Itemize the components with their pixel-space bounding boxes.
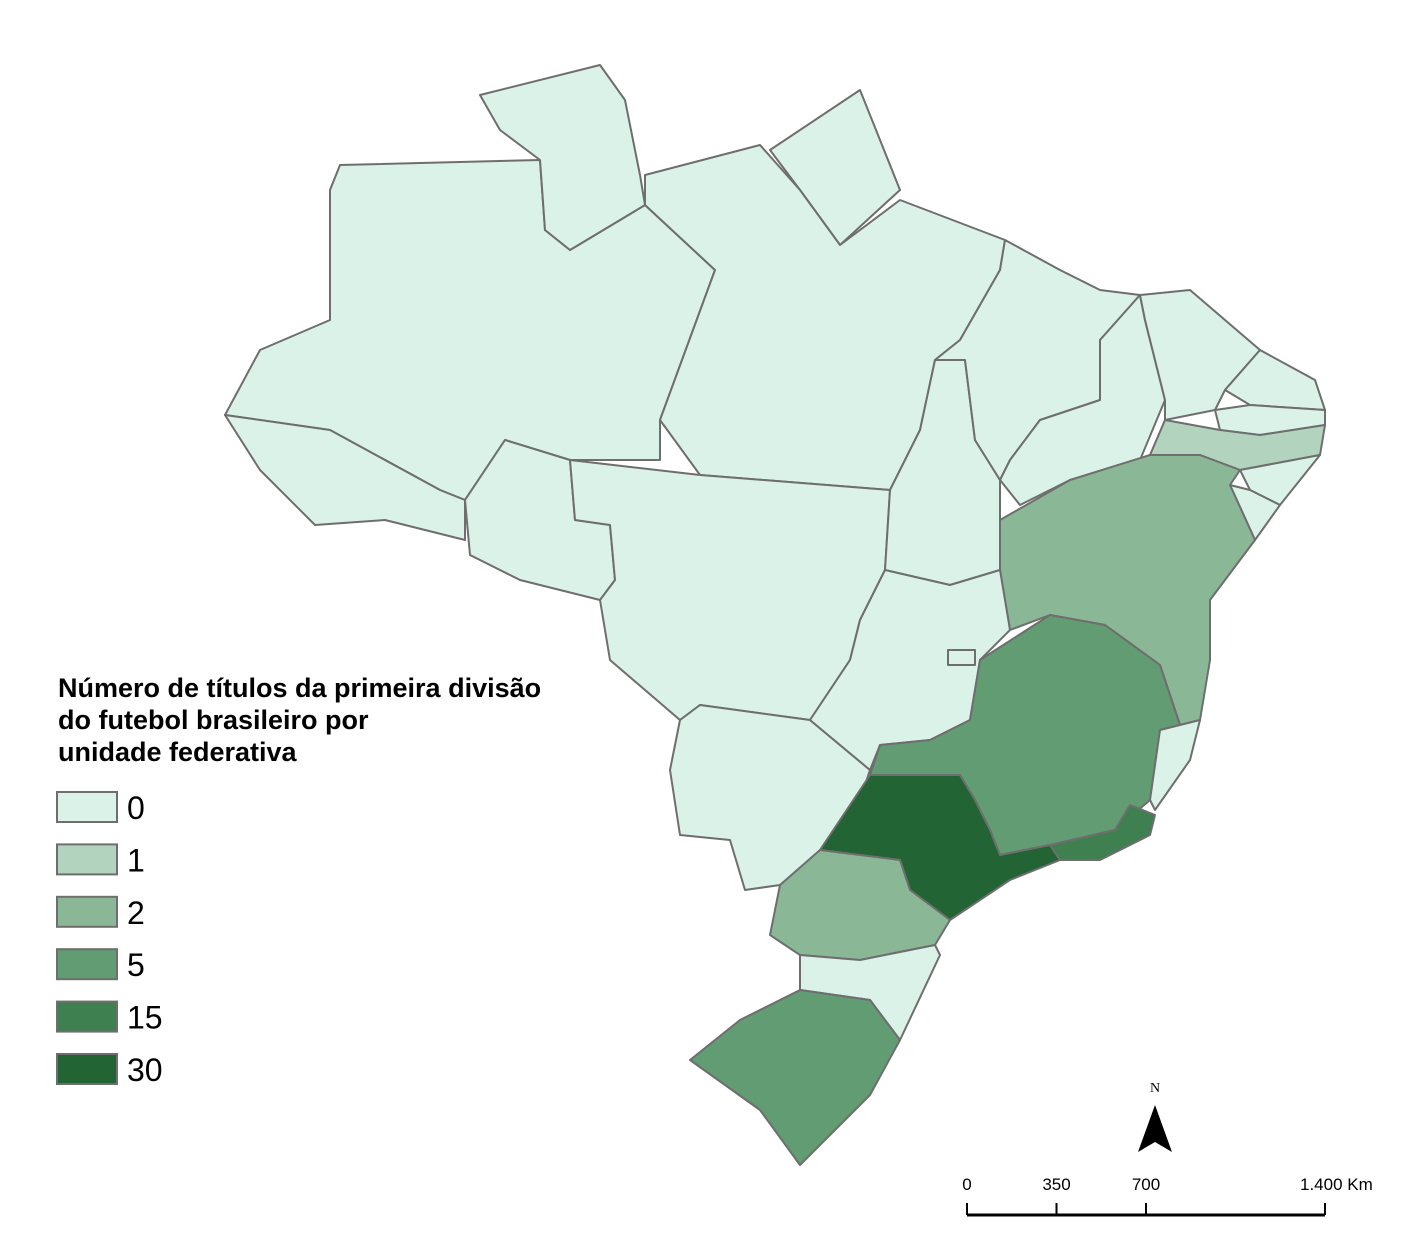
legend-label: 2: [127, 895, 145, 931]
states: [224, 64, 1326, 1166]
legend-title: Número de títulos da primeira divisão: [58, 673, 541, 703]
scale-label: 1.400 Km: [1300, 1175, 1373, 1194]
north-label: N: [1150, 1081, 1160, 1096]
legend-label: 5: [127, 947, 145, 983]
state: [479, 64, 646, 251]
legend-swatch: [56, 1000, 118, 1033]
legend-label: 15: [127, 1000, 163, 1036]
legend-title: do futebol brasileiro por: [58, 705, 369, 735]
north-arrow: [1138, 1105, 1172, 1152]
legend-swatch: [56, 1053, 118, 1085]
legend-label: 1: [127, 842, 145, 878]
legend-swatch: [56, 843, 118, 876]
state: [999, 454, 1256, 726]
scale-label: 0: [962, 1175, 971, 1194]
state: [1049, 804, 1156, 861]
state: [947, 649, 976, 666]
state: [769, 849, 951, 961]
scale-label: 350: [1042, 1175, 1070, 1194]
legend-label: 30: [127, 1052, 163, 1088]
legend-swatch: [56, 791, 118, 823]
scale-label: 700: [1132, 1175, 1160, 1194]
state: [224, 414, 466, 541]
legend-swatch: [56, 895, 118, 928]
state: [689, 989, 901, 1166]
state: [1149, 719, 1201, 811]
legend-label: 0: [127, 790, 145, 826]
legend-title: unidade federativa: [58, 737, 298, 767]
legend-swatch: [56, 948, 118, 981]
